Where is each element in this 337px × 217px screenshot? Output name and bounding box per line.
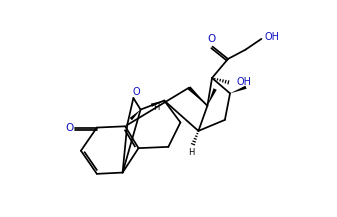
- Polygon shape: [230, 86, 247, 93]
- Text: H: H: [188, 148, 195, 157]
- Text: O: O: [133, 87, 140, 97]
- Polygon shape: [151, 101, 164, 107]
- Polygon shape: [130, 110, 141, 120]
- Text: O: O: [207, 35, 215, 44]
- Text: OH: OH: [265, 32, 280, 42]
- Text: H: H: [153, 102, 160, 112]
- Polygon shape: [207, 88, 217, 106]
- Text: O: O: [65, 123, 73, 133]
- Text: OH: OH: [237, 77, 251, 87]
- Polygon shape: [187, 86, 207, 106]
